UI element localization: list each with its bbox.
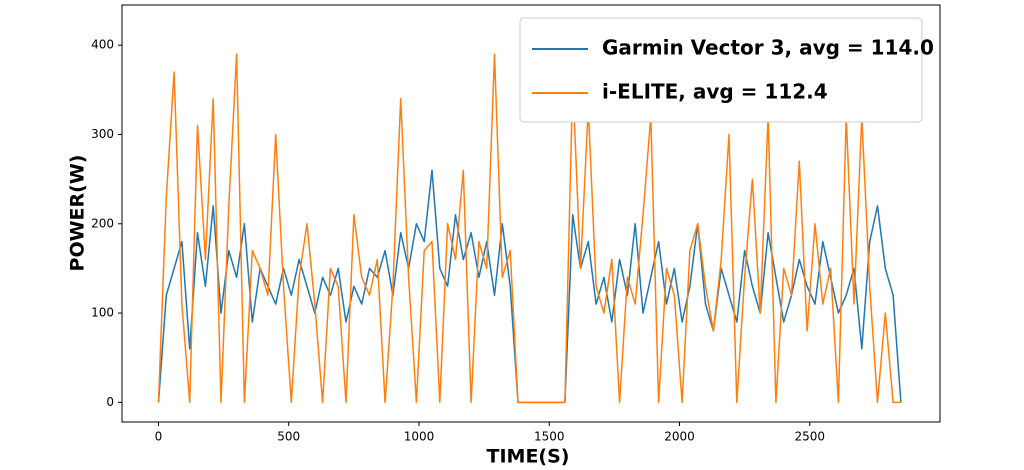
x-tick-label: 0: [155, 430, 163, 444]
x-tick-label: 2500: [794, 430, 825, 444]
x-tick-label: 2000: [664, 430, 695, 444]
y-tick-label: 100: [91, 306, 114, 320]
x-tick-label: 1500: [534, 430, 565, 444]
legend-label: Garmin Vector 3, avg = 114.0: [602, 36, 934, 60]
x-tick-label: 1000: [404, 430, 435, 444]
x-tick-label: 500: [277, 430, 300, 444]
plot-frame: [121, 4, 941, 423]
x-axis-label: TIME(S): [487, 446, 570, 468]
y-axis-label: POWER(W): [67, 155, 89, 272]
y-tick-label: 0: [106, 395, 114, 409]
y-tick-label: 200: [91, 216, 114, 230]
data-line: [157, 53, 901, 404]
legend-box: [519, 17, 923, 123]
y-tick-label: 300: [91, 127, 114, 141]
legend-label: i-ELITE, avg = 112.4: [602, 80, 828, 104]
y-tick-label: 400: [91, 38, 114, 52]
